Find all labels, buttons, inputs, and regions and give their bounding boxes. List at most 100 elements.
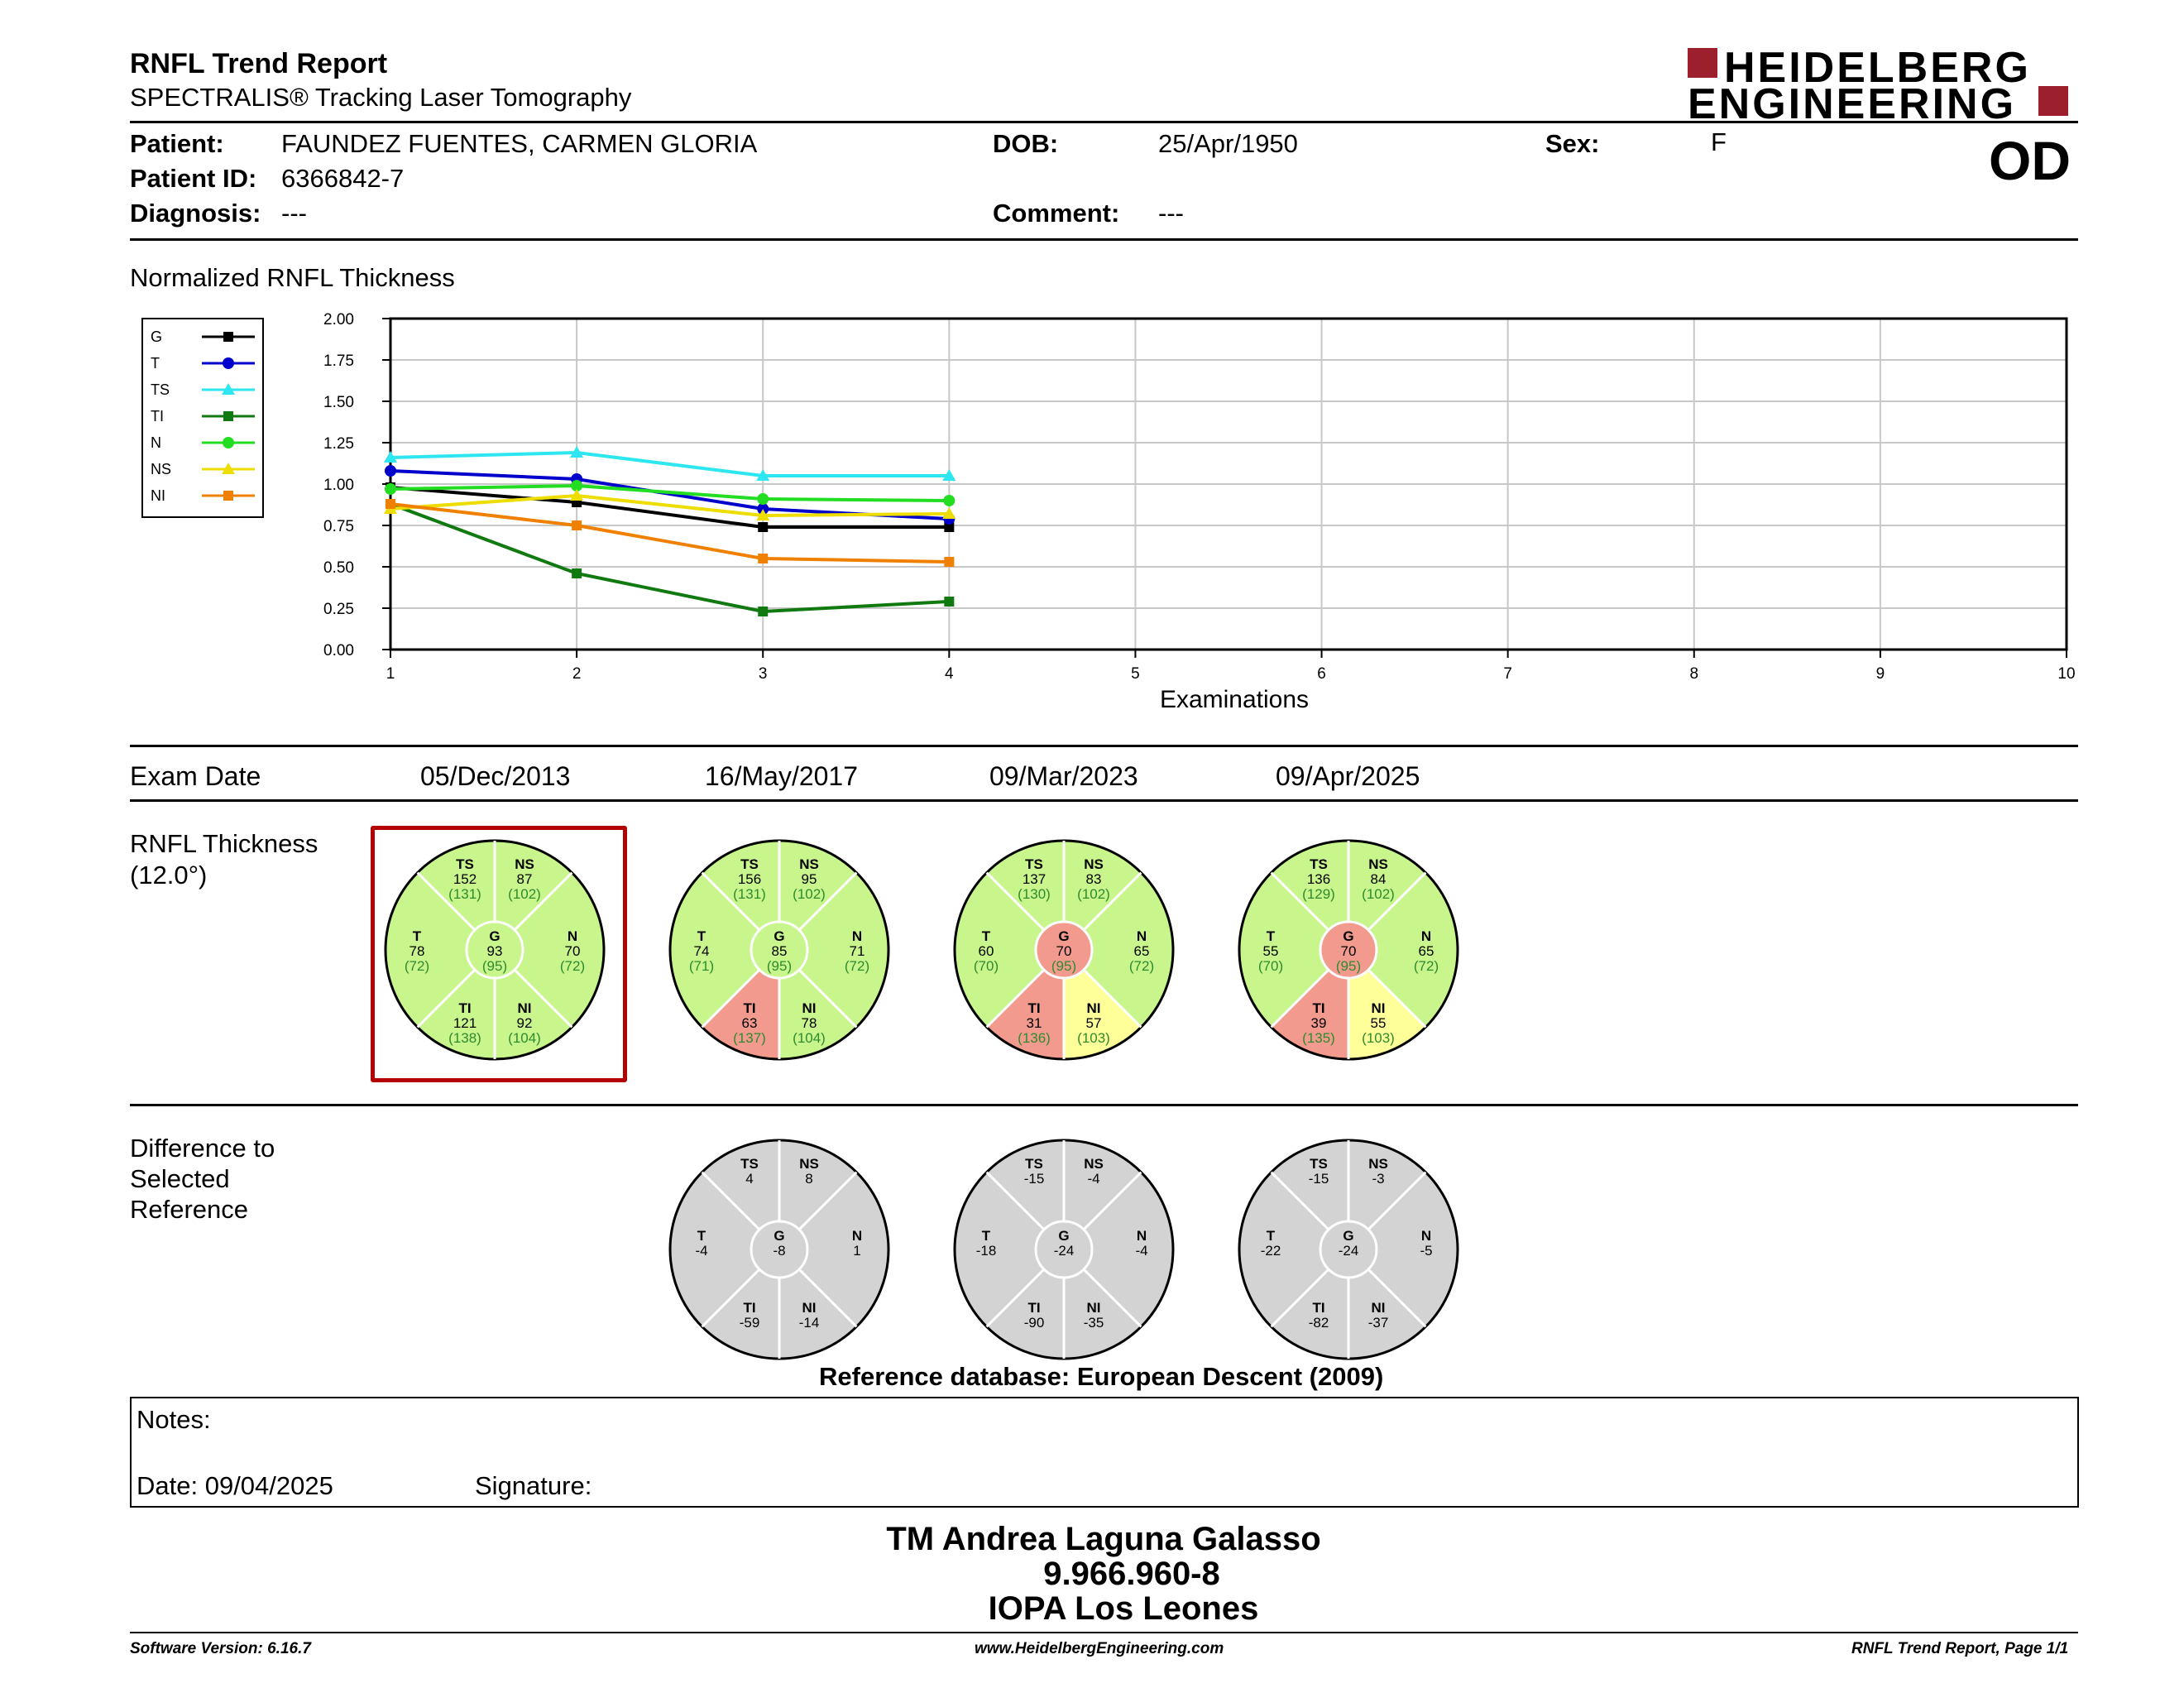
sector-divider [797,968,858,1029]
heidelberg-logo: HEIDELBERG ENGINEERING [1688,44,2076,126]
data-point [570,446,584,458]
sector-ts [1271,1140,1348,1249]
x-tick-label: 10 [2057,665,2075,683]
thickness-angle-label: (12.0°) [130,861,208,890]
sector-reference: (95) [482,958,507,974]
chart-grid [389,317,2068,651]
sector-reference: (104) [508,1030,541,1046]
sector-name: T [697,1228,706,1244]
sector-value: 70 [1056,943,1072,959]
sector-label-ni: NI-35 [1084,1300,1104,1331]
sector-divider [797,1171,858,1231]
sector-reference: (103) [1077,1030,1110,1046]
sector-name: NI [802,1000,817,1016]
sector-divider [701,968,761,1029]
sector-name: TS [1025,856,1043,872]
y-tick-label: 0.50 [323,559,354,577]
header-divider [130,121,2078,123]
signature-name: TM Andrea Laguna Galasso [886,1521,1321,1557]
sector-value: 55 [1371,1015,1387,1031]
signature-institution: IOPA Los Leones [988,1590,1259,1627]
logo-line-1: HEIDELBERG [1724,44,2031,92]
legend-box [141,318,264,518]
sector-reference: (102) [508,886,541,902]
sector-name: TI [458,1000,471,1016]
legend-item: G [151,328,255,345]
sector-value: 8 [805,1171,812,1187]
sector-value: 121 [453,1015,477,1031]
sex-value: F [1711,127,1727,156]
sector-label-n: N1 [852,1228,862,1259]
sector-value: 4 [745,1171,753,1187]
sector-divider [1270,871,1330,932]
sector-ti [1271,1249,1348,1359]
sector-value: -22 [1261,1243,1281,1259]
sector-ns [1348,1140,1426,1249]
sector-value: 55 [1263,943,1279,959]
y-tick-label: 2.00 [323,311,354,328]
sector-divider [1082,1268,1142,1328]
legend-item: N [151,434,255,451]
sector-t [386,872,495,1028]
sector-name: TI [1027,1300,1040,1316]
eye-indicator: OD [1989,130,2071,191]
sector-name: TI [743,1300,755,1316]
y-tick-label: 0.75 [323,518,354,535]
sector-ts [417,841,495,950]
sector-divider [701,871,761,932]
sector-ti [702,1249,779,1359]
comment-label: Comment: [993,199,1120,228]
sector-t [1239,1172,1348,1327]
sector-name: G [1343,928,1353,944]
sector-ns [495,841,572,950]
data-point [223,491,233,501]
sector-reference: (72) [405,958,429,974]
data-point [384,451,397,463]
sector-divider [1270,1171,1330,1231]
sector-name: TS [740,1156,759,1172]
data-point [944,557,955,567]
sector-divider [1367,968,1427,1029]
difference-chart-1: TS4 NS8 T-4 G-8 N1 TI-59 NI-14 [668,1139,890,1360]
data-point [572,568,582,578]
selected-reference-frame[interactable] [371,826,627,1082]
legend-label: G [151,328,162,345]
legend-item: T [151,355,255,372]
sector-ns [1348,841,1426,950]
data-point [758,522,769,532]
data-point [756,509,770,520]
sector-divider [1367,871,1427,932]
exam-date-2: 16/May/2017 [705,761,859,791]
sector-t [955,1172,1064,1327]
sector-g [1034,920,1094,980]
notes-box[interactable]: Notes: Date: 09/04/2025 Signature: [130,1397,2079,1508]
difference-chart-3: TS-15 NS-3 T-22 G-24 N-5 TI-82 NI-37 [1238,1139,1459,1360]
footer-divider [130,1632,2078,1633]
y-tick-label: 1.25 [323,435,354,453]
sector-value: 78 [802,1015,817,1031]
sector-divider [985,871,1046,932]
sector-name: N [568,928,577,944]
sector-value: 31 [1027,1015,1042,1031]
website-link[interactable]: www.HeidelbergEngineering.com [975,1640,1224,1657]
sector-label-t: T60(70) [974,928,999,974]
sector-ni [495,950,572,1059]
sector-value: 137 [1023,871,1046,887]
sector-value: -24 [1339,1243,1359,1259]
sector-label-n: N-4 [1135,1228,1147,1259]
thickness-divider [130,1104,2078,1106]
series-ti [386,499,955,616]
sector-value: 65 [1134,943,1150,959]
sector-reference: (131) [448,886,481,902]
series-line [390,450,950,477]
series-n [385,480,956,506]
sector-reference: (103) [1362,1030,1395,1046]
sector-name: G [1058,1228,1069,1244]
sector-name: TS [456,856,474,872]
sector-value: 60 [979,943,994,959]
thickness-chart-4: TS136(129)NS84(102)T55(70)G70(95)N65(72)… [1238,839,1459,1061]
sector-ni [1064,1249,1142,1359]
